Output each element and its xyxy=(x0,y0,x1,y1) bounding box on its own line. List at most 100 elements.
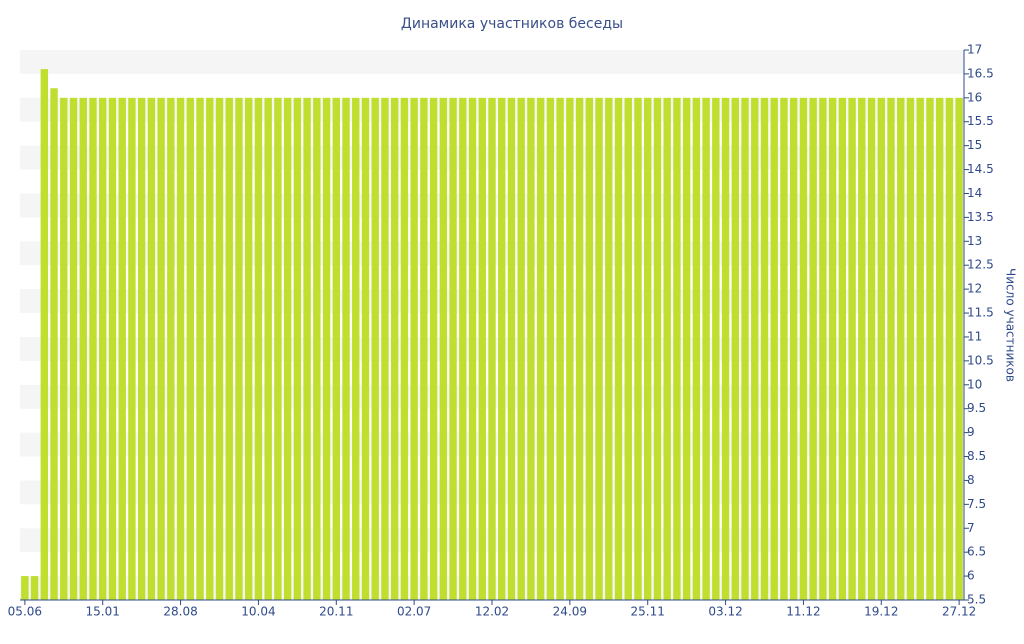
bar xyxy=(79,97,87,601)
y-tick-label: 8.5 xyxy=(967,449,986,463)
bar xyxy=(118,97,126,601)
y-tick-label: 17 xyxy=(967,43,982,57)
y-tick-label: 10 xyxy=(967,377,982,391)
bar xyxy=(488,97,496,601)
bar xyxy=(682,97,691,601)
x-tick-label: 20.11 xyxy=(319,605,353,619)
bar xyxy=(916,97,924,601)
bar xyxy=(498,97,506,601)
bar xyxy=(176,97,185,601)
bar xyxy=(429,97,438,601)
bar xyxy=(235,97,243,601)
bar xyxy=(157,97,165,601)
bar xyxy=(556,97,564,601)
x-tick-label: 03.12 xyxy=(708,605,742,619)
x-tick-label: 11.12 xyxy=(786,605,820,619)
x-tick-label: 10.04 xyxy=(241,605,275,619)
bar xyxy=(254,97,263,601)
y-tick-label: 15.5 xyxy=(967,114,994,128)
chart-title: Динамика участников беседы xyxy=(401,16,623,32)
bar xyxy=(614,97,623,601)
x-tick-label: 25.11 xyxy=(631,605,665,619)
y-tick-label: 5.5 xyxy=(967,593,986,607)
y-tick-label: 12.5 xyxy=(967,258,994,272)
bar xyxy=(264,97,272,601)
bar xyxy=(89,97,97,601)
bar xyxy=(692,97,701,601)
bar xyxy=(313,97,321,601)
bar xyxy=(274,97,282,601)
x-tick-label: 24.09 xyxy=(553,605,587,619)
x-tick-label: 28.08 xyxy=(163,605,197,619)
bar xyxy=(410,97,418,601)
x-tick-label: 02.07 xyxy=(397,605,431,619)
x-tick-label: 05.06 xyxy=(8,605,42,619)
y-tick-label: 14.5 xyxy=(967,162,994,176)
bar xyxy=(167,97,175,601)
y-tick-label: 16.5 xyxy=(967,66,994,80)
bar xyxy=(731,97,739,601)
y-tick-label: 13.5 xyxy=(967,210,994,224)
bar xyxy=(69,97,78,601)
bar xyxy=(30,576,39,600)
y-tick-label: 16 xyxy=(967,90,982,104)
y-tick-label: 7 xyxy=(967,521,975,535)
bar xyxy=(595,97,603,601)
bar xyxy=(770,97,778,601)
bar xyxy=(186,97,195,601)
bar xyxy=(342,97,350,601)
y-tick-label: 6.5 xyxy=(967,545,986,559)
bar xyxy=(40,69,49,600)
y-tick-label: 15 xyxy=(967,138,982,152)
bar xyxy=(137,97,146,601)
y-tick-label: 7.5 xyxy=(967,497,986,511)
bar xyxy=(955,97,963,601)
bar xyxy=(332,97,340,601)
y-tick-label: 12 xyxy=(967,282,982,296)
bar xyxy=(585,97,594,601)
y-tick-label: 14 xyxy=(967,186,982,200)
bar xyxy=(196,97,204,601)
bar xyxy=(634,97,642,601)
y-tick-label: 8 xyxy=(967,473,975,487)
bar xyxy=(906,97,915,601)
bar xyxy=(673,97,681,601)
bar xyxy=(215,97,224,601)
bar xyxy=(371,97,379,601)
bar xyxy=(420,97,428,601)
bar xyxy=(887,97,895,601)
y-tick-label: 11.5 xyxy=(967,306,994,320)
bar xyxy=(848,97,856,601)
bar xyxy=(449,97,457,601)
bar xyxy=(507,97,516,601)
bar xyxy=(799,97,808,601)
bar xyxy=(245,97,253,601)
bar xyxy=(546,97,555,601)
bar xyxy=(459,97,467,601)
bar xyxy=(741,97,749,601)
bar xyxy=(644,97,652,601)
bar xyxy=(712,97,720,601)
bar xyxy=(838,97,847,601)
bar xyxy=(760,97,769,601)
bar xyxy=(721,97,730,601)
bar xyxy=(527,97,535,601)
x-tick-label: 19.12 xyxy=(864,605,898,619)
bar xyxy=(400,97,409,601)
y-tick-label: 9 xyxy=(967,425,975,439)
bar xyxy=(517,97,525,601)
bar xyxy=(361,97,370,601)
bar xyxy=(108,97,117,601)
y-tick-label: 9.5 xyxy=(967,401,986,415)
bar xyxy=(293,97,302,601)
y-tick-label: 11 xyxy=(967,329,982,343)
bar xyxy=(809,97,817,601)
grid-band xyxy=(20,50,964,74)
bar xyxy=(653,97,662,601)
bar xyxy=(780,97,788,601)
bar xyxy=(303,97,311,601)
bar xyxy=(147,97,156,601)
bar xyxy=(21,576,29,600)
bar xyxy=(702,97,710,601)
bar xyxy=(225,97,233,601)
